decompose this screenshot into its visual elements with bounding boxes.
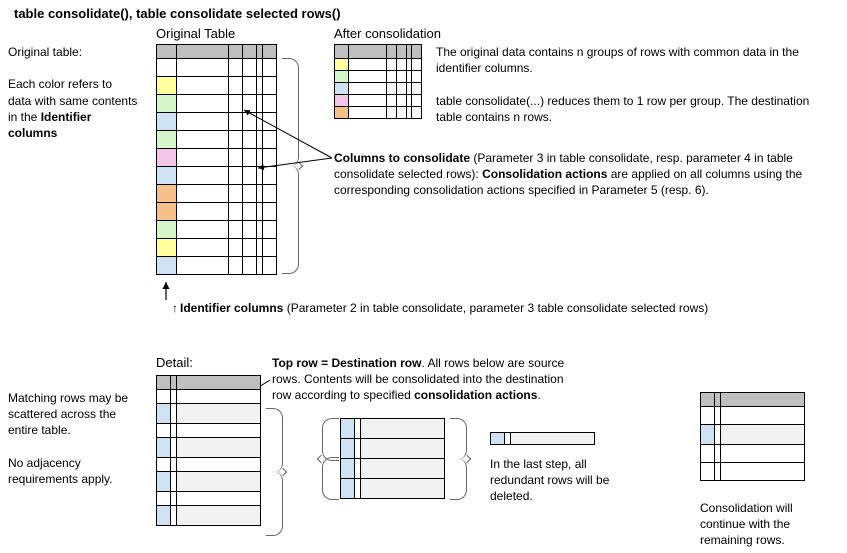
table-row xyxy=(157,239,277,257)
table-row xyxy=(157,404,261,424)
columns-to-consolidate-caption: Columns to consolidate (Parameter 3 in t… xyxy=(334,150,834,199)
left-caption-2b: No adjacency requirements apply. xyxy=(8,456,113,486)
detail-mid-caption: In the last step, all redundant rows wil… xyxy=(490,456,640,505)
table-row xyxy=(335,71,422,83)
table-row xyxy=(335,95,422,107)
table-row xyxy=(157,149,277,167)
left-caption-2: Matching rows may be scattered across th… xyxy=(8,390,138,487)
table-row xyxy=(157,59,277,77)
table-row xyxy=(491,433,595,445)
table-row xyxy=(335,107,422,119)
table-row xyxy=(341,439,445,459)
table-row xyxy=(701,425,805,445)
detail-top-a: Top row = Destination row xyxy=(272,356,421,370)
detail-top-d: . xyxy=(537,388,540,402)
original-table xyxy=(156,44,277,275)
table-row xyxy=(335,59,422,71)
brace-detail-mid-left xyxy=(322,418,338,500)
table-row xyxy=(157,95,277,113)
table-header-row xyxy=(157,45,277,59)
detail-left-table xyxy=(156,375,261,526)
left-caption-2a: Matching rows may be scattered across th… xyxy=(8,391,128,437)
right-caption-1: The original data contains n groups of r… xyxy=(436,44,828,125)
label-original-table: Original Table xyxy=(156,26,235,41)
table-row xyxy=(341,419,445,439)
label-detail: Detail: xyxy=(156,355,193,370)
table-row xyxy=(157,472,261,492)
table-row xyxy=(157,438,261,458)
table-row xyxy=(157,506,261,526)
detail-right-table xyxy=(700,392,805,481)
table-row xyxy=(701,393,805,407)
detail-right-caption: Consolidation will continue with the rem… xyxy=(700,500,830,549)
page-title: table consolidate(), table consolidate s… xyxy=(14,6,341,21)
detail-deleted-row xyxy=(490,432,595,445)
left-caption-1a: Original table: xyxy=(8,45,82,59)
table-row xyxy=(701,407,805,425)
table-row xyxy=(157,257,277,275)
left-caption-1: Original table: Each color refers to dat… xyxy=(8,44,138,141)
detail-mid-table xyxy=(340,418,445,499)
table-row xyxy=(157,424,261,438)
brace-detail-left xyxy=(266,408,282,536)
table-row xyxy=(157,492,261,506)
right-caption-1a: The original data contains n groups of r… xyxy=(436,45,799,75)
table-row xyxy=(157,376,261,390)
table-row xyxy=(701,463,805,481)
detail-top-c: consolidation actions xyxy=(414,388,537,402)
after-table xyxy=(334,44,422,119)
table-row xyxy=(701,445,805,463)
identifier-columns-text: (Parameter 2 in table consolidate, param… xyxy=(283,301,708,315)
table-row xyxy=(335,83,422,95)
table-row xyxy=(157,131,277,149)
detail-top-caption: Top row = Destination row. All rows belo… xyxy=(272,355,572,404)
table-row xyxy=(157,390,261,404)
table-row xyxy=(341,479,445,499)
table-row xyxy=(341,459,445,479)
right-caption-1b: table consolidate(...) reduces them to 1… xyxy=(436,94,809,124)
identifier-columns-caption: ↑Identifier columns (Parameter 2 in tabl… xyxy=(172,300,832,316)
table-header-row xyxy=(335,45,422,59)
brace-detail-mid-right xyxy=(450,418,466,500)
brace-orig-to-after xyxy=(282,58,298,274)
table-row xyxy=(157,167,277,185)
label-after-consolidation: After consolidation xyxy=(334,26,441,41)
table-row xyxy=(157,113,277,131)
columns-caption-a: Columns to consolidate xyxy=(334,151,470,165)
table-row xyxy=(157,203,277,221)
table-row xyxy=(157,77,277,95)
columns-caption-c: Consolidation actions xyxy=(482,167,607,181)
table-row xyxy=(157,221,277,239)
table-row xyxy=(157,458,261,472)
table-row xyxy=(157,185,277,203)
